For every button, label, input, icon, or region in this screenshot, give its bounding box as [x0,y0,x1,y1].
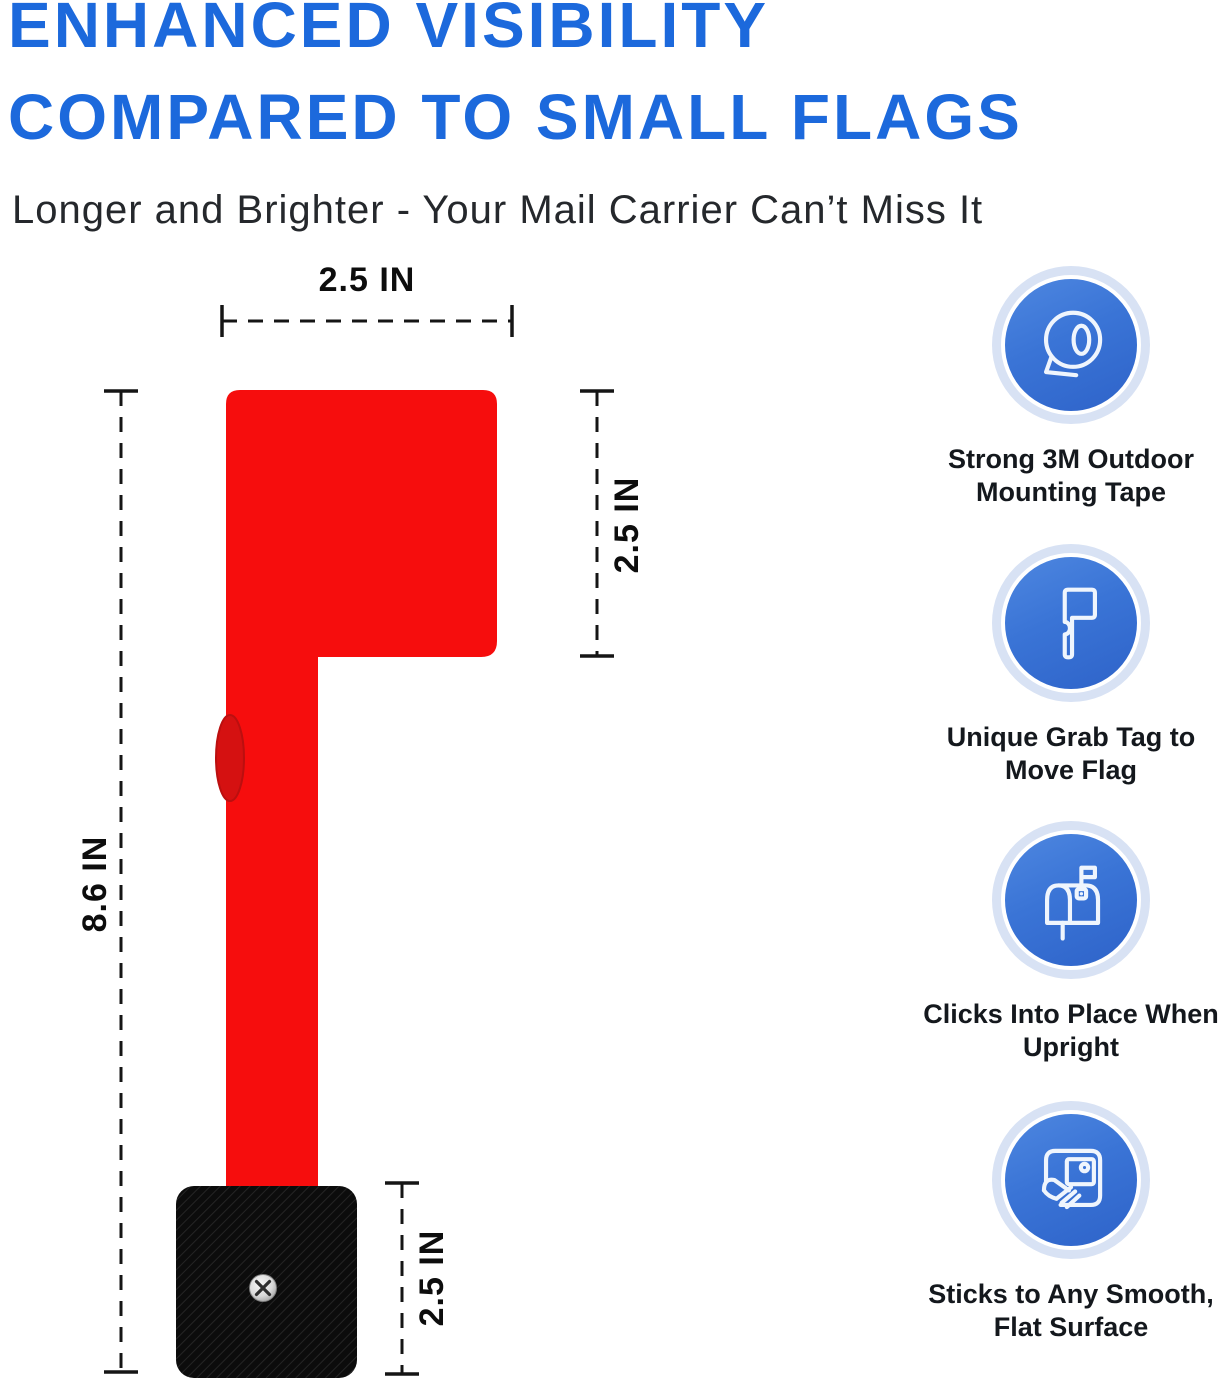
feature-caption: Unique Grab Tag to Move Flag [946,722,1196,785]
dim-label-flag-width: 2.5 IN [318,261,416,299]
feature-icon-halo [992,1101,1150,1259]
dim-line-flag-height [580,389,614,658]
feature-caption: Sticks to Any Smooth, Flat Surface [928,1279,1214,1342]
dim-line-flag-width [220,305,514,337]
feature-caption: Strong 3M Outdoor Mounting Tape [948,444,1194,507]
feature-clicks-upright: Clicks Into Place When Upright [900,821,1232,1064]
flag-shape [226,390,497,1191]
headline: ENHANCED VISIBILITY COMPARED TO SMALL FL… [8,0,1023,163]
feature-icon-circle [1001,553,1141,693]
dim-label-flag-height: 2.5 IN [608,476,646,574]
dim-label-base-height: 2.5 IN [413,1229,451,1327]
feature-icon-halo [992,266,1150,424]
feature-icon-circle [1001,1110,1141,1250]
feature-caption: Clicks Into Place When Upright [923,999,1219,1062]
screw-icon [249,1274,277,1302]
mailbox-icon [1045,865,1101,941]
headline-line1: ENHANCED VISIBILITY [8,0,770,61]
feature-icon-circle [1001,830,1141,970]
feature-mounting-tape: Strong 3M Outdoor Mounting Tape [900,266,1232,509]
hand-press-icon [1041,1148,1103,1210]
feature-sticks-surface: Sticks to Any Smooth, Flat Surface [900,1101,1232,1344]
flag-diagram [104,305,614,1378]
feature-icon-halo [992,544,1150,702]
feature-icon-halo [992,821,1150,979]
headline-line2: COMPARED TO SMALL FLAGS [8,81,1023,153]
feature-icon-circle [1001,275,1141,415]
grab-tag [215,714,245,802]
grab-tag-flag-icon [1062,587,1097,660]
tape-roll-icon [1043,310,1103,378]
dim-label-total-height: 8.6 IN [76,835,114,933]
feature-grab-tag: Unique Grab Tag to Move Flag [900,544,1232,787]
subtitle: Longer and Brighter - Your Mail Carrier … [12,188,984,232]
dim-line-base-height [385,1181,419,1376]
dim-line-total-height [104,389,138,1374]
